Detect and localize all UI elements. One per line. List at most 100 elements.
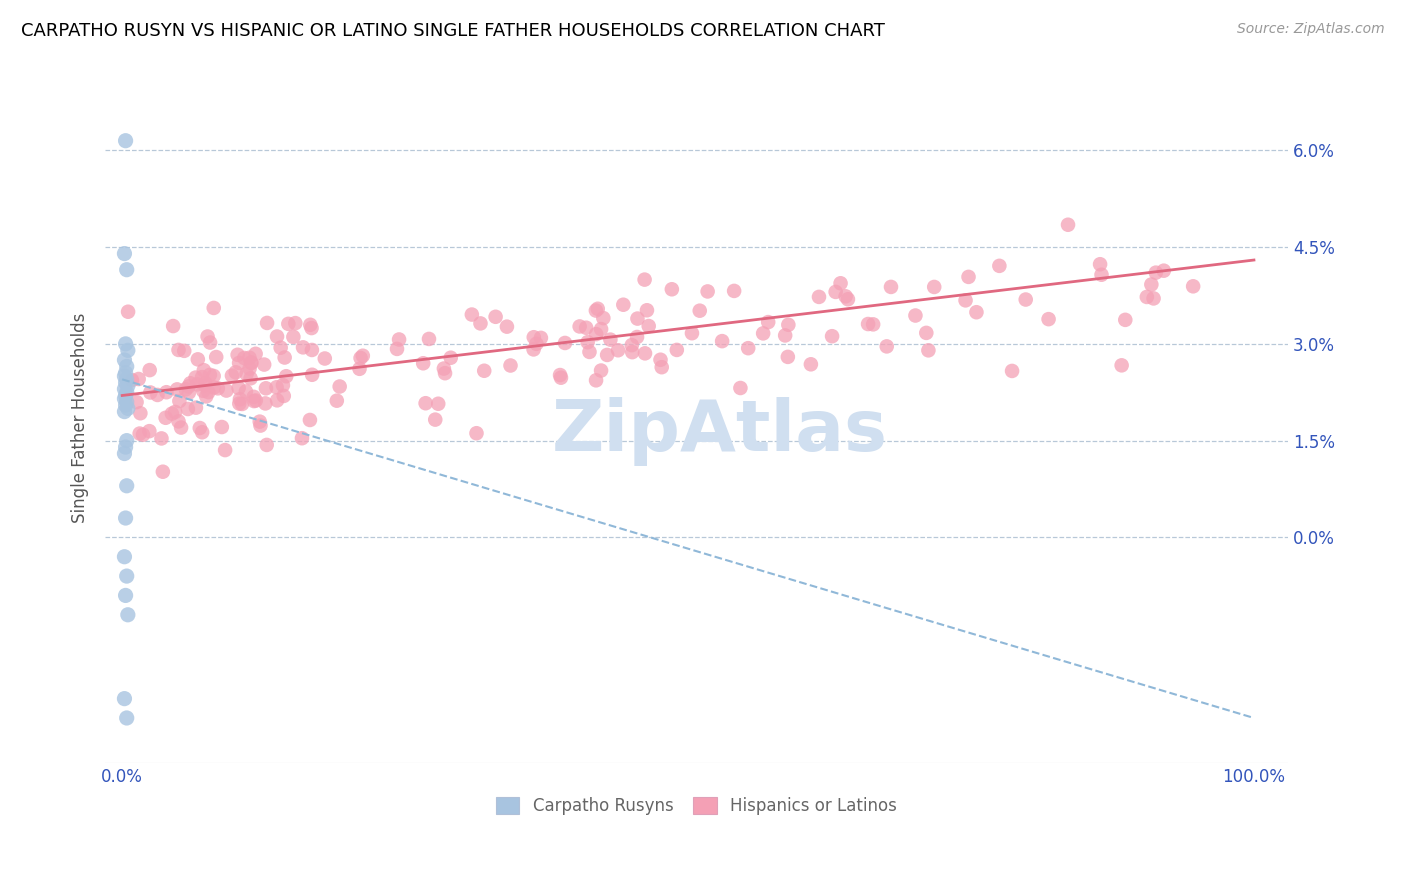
Point	[773, 328, 796, 343]
Point	[591, 322, 613, 336]
Text: ZipAtlas: ZipAtlas	[553, 397, 889, 467]
Point	[637, 319, 659, 334]
Point	[681, 326, 703, 341]
Point	[586, 301, 609, 316]
Point	[568, 319, 591, 334]
Point	[117, 379, 139, 393]
Point	[177, 385, 200, 400]
Point	[465, 426, 488, 441]
Point	[711, 334, 734, 348]
Point	[807, 290, 830, 304]
Point	[155, 385, 177, 400]
Point	[115, 262, 138, 277]
Point	[202, 380, 225, 394]
Point	[955, 293, 977, 308]
Point	[184, 370, 207, 384]
Point	[138, 424, 160, 438]
Point	[235, 384, 257, 399]
Point	[215, 384, 238, 398]
Point	[696, 285, 718, 299]
Point	[291, 431, 314, 445]
Point	[139, 385, 162, 400]
Point	[778, 318, 800, 332]
Point	[385, 342, 408, 356]
Point	[329, 379, 352, 393]
Point	[115, 569, 138, 583]
Point	[834, 289, 856, 303]
Point	[301, 368, 323, 382]
Point	[484, 310, 506, 324]
Point	[1136, 290, 1159, 304]
Point	[856, 317, 879, 331]
Point	[607, 343, 630, 358]
Point	[626, 311, 648, 326]
Point	[284, 316, 307, 330]
Point	[326, 393, 349, 408]
Point	[988, 259, 1011, 273]
Point	[169, 394, 191, 409]
Point	[298, 413, 321, 427]
Point	[115, 359, 138, 374]
Point	[266, 393, 288, 408]
Point	[138, 363, 160, 377]
Point	[115, 434, 138, 448]
Point	[1038, 312, 1060, 326]
Point	[621, 345, 644, 359]
Point	[523, 343, 546, 357]
Point	[191, 370, 214, 384]
Point	[800, 357, 823, 371]
Point	[415, 396, 437, 410]
Point	[186, 377, 208, 392]
Point	[427, 397, 450, 411]
Point	[167, 414, 190, 428]
Point	[1015, 293, 1038, 307]
Point	[166, 383, 188, 397]
Point	[114, 549, 136, 564]
Point	[132, 427, 155, 442]
Point	[917, 343, 939, 358]
Point	[194, 378, 217, 392]
Point	[461, 308, 484, 322]
Point	[256, 316, 278, 330]
Point	[243, 394, 266, 409]
Point	[121, 373, 143, 387]
Point	[238, 351, 260, 365]
Point	[249, 415, 271, 429]
Point	[115, 395, 138, 409]
Point	[283, 330, 305, 344]
Point	[578, 345, 600, 359]
Point	[179, 376, 201, 391]
Point	[592, 311, 614, 326]
Point	[880, 280, 903, 294]
Point	[299, 318, 322, 332]
Point	[254, 381, 277, 395]
Point	[1114, 313, 1136, 327]
Point	[904, 309, 927, 323]
Point	[184, 401, 207, 415]
Point	[349, 361, 371, 376]
Point	[239, 371, 262, 385]
Point	[273, 389, 295, 403]
Point	[198, 335, 221, 350]
Point	[228, 356, 250, 370]
Point	[128, 372, 150, 386]
Point	[271, 378, 294, 392]
Point	[249, 418, 271, 433]
Point	[965, 305, 987, 319]
Point	[266, 380, 288, 394]
Point	[1001, 364, 1024, 378]
Point	[270, 341, 292, 355]
Point	[170, 420, 193, 434]
Point	[114, 392, 136, 406]
Point	[433, 361, 456, 376]
Point	[599, 333, 621, 347]
Point	[862, 318, 884, 332]
Text: Source: ZipAtlas.com: Source: ZipAtlas.com	[1237, 22, 1385, 37]
Point	[114, 382, 136, 396]
Point	[277, 317, 299, 331]
Point	[160, 407, 183, 421]
Point	[225, 365, 247, 379]
Point	[301, 343, 323, 357]
Point	[115, 385, 138, 400]
Point	[207, 381, 229, 395]
